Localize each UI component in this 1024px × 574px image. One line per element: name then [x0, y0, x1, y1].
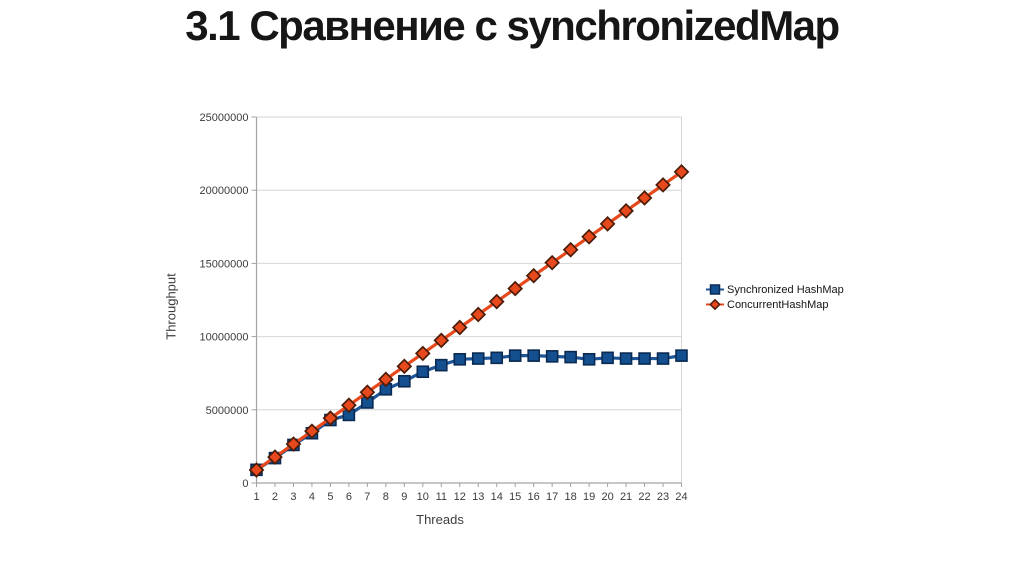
x-tick-label: 14 [491, 491, 503, 503]
x-tick-label: 11 [436, 491, 447, 503]
x-tick-label: 21 [620, 491, 632, 503]
square-marker [656, 352, 670, 365]
diamond-marker [396, 358, 413, 375]
diamond-marker [507, 280, 524, 297]
x-tick-label: 19 [583, 491, 595, 503]
square-marker [490, 351, 504, 365]
diamond-marker [322, 410, 339, 426]
diamond-marker [414, 345, 431, 362]
x-tick-label: 20 [601, 491, 613, 503]
diamond-marker [433, 332, 450, 349]
x-tick-label: 7 [364, 491, 370, 503]
diamond-marker [470, 306, 487, 323]
diamond-marker [341, 397, 357, 414]
square-marker [434, 358, 448, 372]
square-marker [398, 374, 411, 388]
x-tick-label: 18 [565, 491, 577, 503]
square-marker [453, 352, 467, 366]
square-marker [619, 352, 633, 365]
x-tick-label: 22 [638, 491, 650, 503]
diamond-marker [267, 449, 283, 465]
legend-square-marker-icon [706, 284, 724, 295]
square-marker [582, 352, 596, 366]
square-marker [508, 349, 522, 362]
square-marker [601, 351, 614, 365]
diamond-marker [655, 177, 671, 193]
diamond-marker [562, 241, 579, 258]
x-tick-label: 6 [346, 491, 352, 503]
x-tick-label: 24 [675, 491, 687, 503]
square-marker [675, 349, 688, 362]
square-marker [471, 352, 485, 365]
y-tick-label: 20000000 [200, 185, 249, 197]
square-marker [545, 350, 559, 363]
series-line-square [255, 354, 682, 472]
diamond-marker [599, 216, 616, 232]
legend-item-concurrenthashmap: ConcurrentHashMap [706, 297, 844, 312]
x-tick-label: 10 [417, 491, 429, 503]
x-tick-label: 13 [472, 491, 484, 503]
legend-item-synchronized-hashmap: Synchronized HashMap [706, 282, 844, 297]
y-tick-label: 25000000 [200, 112, 249, 124]
diamond-marker [636, 190, 653, 206]
diamond-marker [618, 202, 634, 219]
x-tick-label: 23 [657, 491, 669, 503]
x-tick-label: 2 [272, 491, 278, 503]
x-tick-label: 17 [546, 491, 558, 503]
x-tick-label: 1 [253, 491, 259, 503]
x-tick-label: 9 [401, 491, 407, 503]
diamond-marker [248, 462, 265, 478]
diamond-marker [544, 254, 561, 271]
diamond-marker [673, 164, 690, 180]
x-tick-label: 16 [528, 491, 540, 503]
y-tick-label: 5000000 [206, 405, 249, 417]
x-tick-label: 12 [454, 491, 466, 503]
x-tick-label: 5 [327, 491, 333, 503]
x-tick-label: 15 [509, 491, 521, 503]
legend-label: ConcurrentHashMap [727, 298, 829, 311]
legend-label: Synchronized HashMap [727, 283, 844, 296]
square-marker [564, 350, 577, 364]
y-tick-label: 10000000 [200, 332, 249, 344]
diamond-marker [581, 228, 597, 245]
x-axis-title: Threads [416, 512, 464, 527]
diamond-marker [304, 423, 320, 440]
y-tick-label: 0 [242, 478, 248, 490]
diamond-marker [525, 267, 542, 284]
square-marker [416, 365, 430, 379]
page-title: 3.1 Сравнение с synchronizedMap [185, 2, 840, 49]
diamond-marker [488, 293, 505, 310]
y-tick-label: 15000000 [200, 258, 249, 270]
x-tick-label: 4 [309, 491, 315, 503]
x-tick-label: 8 [383, 491, 389, 503]
diamond-marker [359, 384, 376, 401]
series-line-diamond [255, 170, 683, 472]
legend-diamond-marker-icon [706, 299, 724, 310]
y-axis-title: Throughput [163, 273, 179, 340]
x-tick-label: 3 [290, 491, 296, 503]
square-marker [638, 352, 651, 365]
square-marker [527, 349, 540, 362]
diamond-marker [377, 371, 394, 388]
diamond-marker [285, 436, 302, 452]
diamond-marker [451, 319, 468, 336]
chart-legend: Synchronized HashMap ConcurrentHashMap [706, 282, 844, 312]
